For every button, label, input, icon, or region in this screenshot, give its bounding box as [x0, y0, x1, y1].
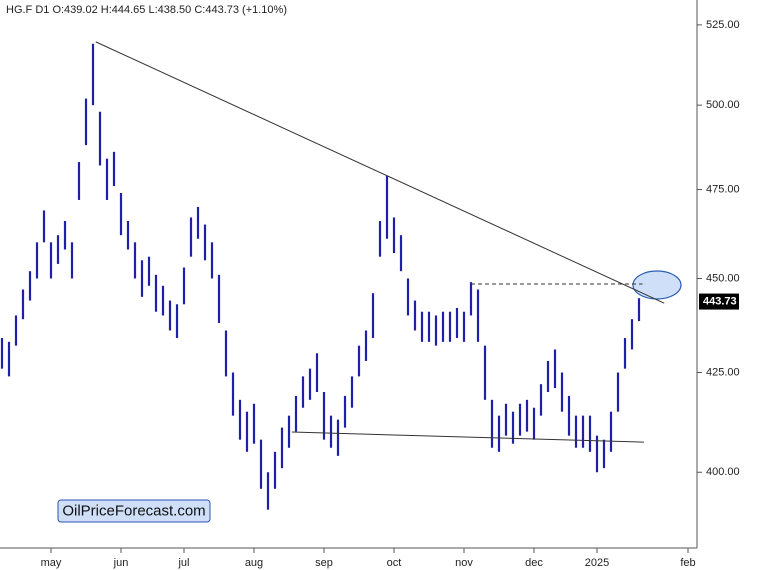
chart-title: HG.F D1 O:439.02 H:444.65 L:438.50 C:443…	[6, 4, 287, 16]
x-tick-label: may	[41, 557, 62, 569]
x-tick-label: oct	[387, 557, 402, 569]
y-tick-label: 525.00	[706, 19, 740, 31]
y-tick-label: 450.00	[706, 272, 740, 284]
watermark: OilPriceForecast.com	[62, 502, 205, 519]
x-tick-label: aug	[245, 557, 263, 569]
marks	[0, 41, 665, 510]
x-tick-label: feb	[680, 557, 695, 569]
highlight-ellipse	[632, 270, 682, 300]
trendline	[291, 431, 644, 443]
x-tick-label: jun	[113, 557, 129, 569]
x-tick-label: dec	[525, 557, 543, 569]
y-tick-label: 425.00	[706, 366, 740, 378]
watermark-box	[57, 499, 211, 523]
trendline	[95, 41, 665, 304]
x-tick-label: sep	[315, 557, 333, 569]
y-tick-label: 475.00	[706, 183, 740, 195]
y-tick-label: 500.00	[706, 99, 740, 111]
x-tick-label: 2025	[585, 557, 609, 569]
x-tick-label: nov	[455, 557, 473, 569]
x-tick-label: jul	[177, 557, 189, 569]
last-price-label: 443.73	[703, 295, 737, 307]
last-price-box	[699, 293, 739, 310]
y-tick-label: 400.00	[706, 466, 740, 478]
